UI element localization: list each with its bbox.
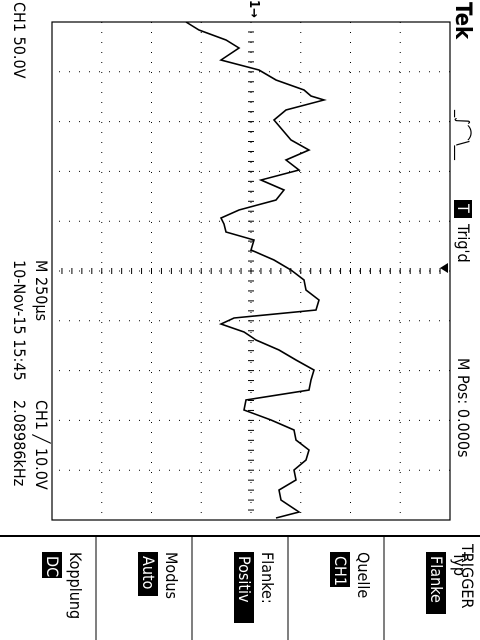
menu-item-value: Flanke (427, 556, 446, 603)
date-time-readout: 10-Nov-15 15:45 (10, 260, 29, 381)
ch1-waveform (185, 21, 327, 519)
menu-item-label: Quelle (354, 552, 373, 598)
trigger-status-box (454, 200, 472, 218)
graticule (51, 21, 451, 521)
menu-item-value: Positiv (235, 556, 254, 603)
menu-item-label: Modus (162, 552, 181, 599)
m-pos-readout: M Pos: 0.000s (454, 358, 473, 458)
menu-item-value: CH1 (331, 556, 350, 586)
ch1-marker: 1→ (246, 0, 261, 18)
timebase-readout: M 250µs (32, 260, 51, 321)
trigger-status-mark: T (454, 203, 473, 213)
brand-logo: Tek (450, 2, 475, 40)
menu-title: TRIGGER (458, 543, 477, 608)
trigger-status: Trig'd (454, 223, 473, 263)
menu-item-label: Flanke: (258, 552, 277, 604)
menu-item-value: Auto (139, 556, 158, 590)
trigger-position-arrow (440, 263, 448, 273)
trigger-level-readout: CH1 ╱ 10.0V (32, 400, 51, 490)
menu-item-value: DC (43, 556, 62, 577)
acquisition-icon: _∫⌒\__ (453, 109, 473, 161)
menu-item-label: Typ (450, 551, 469, 576)
menu-item-label: Kopplung (66, 552, 85, 619)
ch1-scale-readout: CH1 50.0V (10, 2, 29, 79)
frequency-readout: 2.08986kHz (10, 400, 29, 486)
menu-item-flanke-[interactable]: Flanke:Positiv (234, 536, 289, 640)
